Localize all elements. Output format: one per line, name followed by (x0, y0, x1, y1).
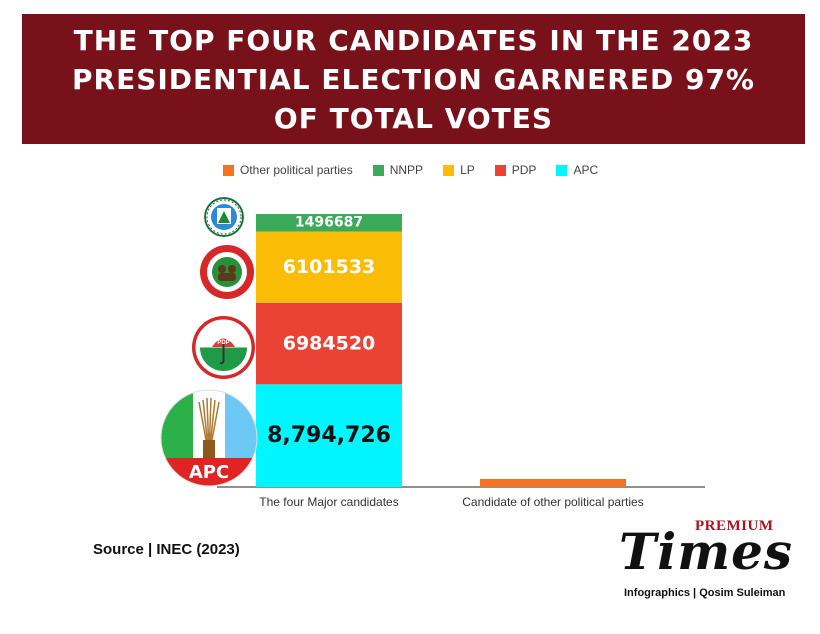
legend-label-pdp: PDP (511, 163, 537, 177)
legend-label-other: Other political parties (240, 163, 353, 177)
data-label-pdp: 6984520 (283, 333, 376, 355)
chart-title: THE TOP FOUR CANDIDATES IN THE 2023 PRES… (72, 23, 755, 135)
category-label-1: Candidate of other political parties (462, 495, 643, 509)
legend-label-apc: APC (573, 163, 599, 177)
legend-label-nnpp: NNPP (389, 163, 424, 177)
data-label-apc: 8,794,726 (267, 423, 391, 448)
bar-other-political-parties-1 (480, 478, 626, 487)
legend: Other political parties NNPP LP PDP APC (223, 163, 598, 177)
legend-swatch-pdp (494, 164, 506, 176)
bar-apc-0 (256, 384, 402, 487)
infographic-credit: Infographics | Qosim Suleiman (624, 587, 786, 599)
title-banner: THE TOP FOUR CANDIDATES IN THE 2023 PRES… (22, 14, 805, 144)
legend-item-nnpp: NNPP (372, 163, 424, 177)
legend-label-lp: LP (460, 163, 475, 177)
legend-item-apc: APC (556, 163, 598, 177)
bar-lp-0 (256, 231, 402, 303)
nnpp-logo (204, 197, 244, 237)
data-label-nnpp: 1496687 (295, 215, 363, 231)
lp-logo (199, 244, 255, 300)
legend-item-other: Other political parties (223, 163, 353, 177)
legend-swatch-other (223, 164, 234, 176)
legend-swatch-nnpp (372, 164, 384, 176)
category-label-0: The four Major candidates (259, 495, 398, 509)
apc-logo: APC (159, 388, 259, 488)
source-note: Source | INEC (2023) (93, 541, 240, 558)
bar-pdp-0 (256, 302, 402, 385)
apc-logo-text: APC (189, 462, 229, 483)
pdp-logo-text: PDP (217, 340, 229, 346)
bar-nnpp-0 (256, 214, 402, 232)
brand-times: Times (619, 522, 794, 581)
legend-item-pdp: PDP (494, 163, 537, 177)
legend-swatch-apc (556, 164, 568, 176)
data-label-lp: 6101533 (283, 256, 376, 278)
legend-item-lp: LP (443, 163, 475, 177)
pdp-logo: PDP (192, 316, 255, 379)
brand-premium: PREMIUM (695, 518, 774, 534)
legend-swatch-lp (443, 164, 455, 176)
